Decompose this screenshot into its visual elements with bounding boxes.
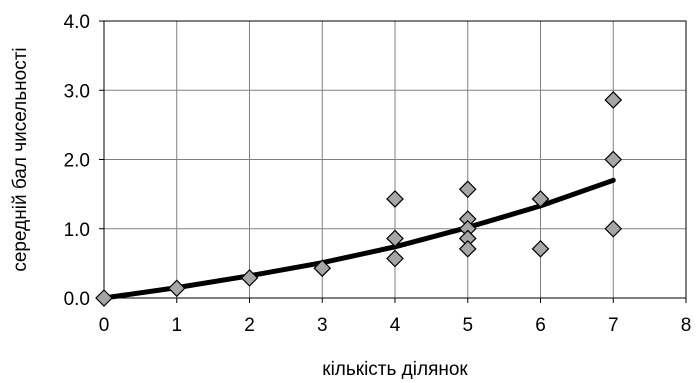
y-tick-label: 3.0 [64,81,90,102]
data-point-diamond [458,180,477,199]
data-point-diamond [531,190,550,208]
data-point-diamond [386,190,404,208]
y-axis-ticks: 0.0 1.0 2.0 3.0 4.0 [64,12,104,310]
data-point-diamond [313,259,332,278]
x-tick-label: 5 [462,315,473,336]
data-point-diamond [167,279,186,298]
trendline [101,177,616,301]
y-axis-title: середній бал чисельності [10,47,31,271]
x-tick-label: 8 [681,315,692,336]
x-tick-label: 6 [535,315,546,336]
x-tick-label: 2 [244,315,255,336]
data-point-diamond [604,91,623,109]
data-point-diamond [386,249,404,268]
y-tick-label: 4.0 [64,12,90,33]
data-point-diamond [531,239,550,258]
x-tick-label: 4 [390,315,401,336]
x-tick-label: 7 [608,315,619,336]
data-point-diamond [604,150,623,169]
data-point-diamond [604,219,623,238]
y-tick-label: 0.0 [64,289,90,310]
x-tick-label: 3 [317,315,328,336]
x-tick-label: 0 [99,315,110,336]
y-tick-label: 2.0 [64,151,90,172]
data-point-diamond [95,289,113,307]
data-points [95,91,623,307]
x-tick-label: 1 [171,315,182,336]
y-tick-label: 1.0 [64,220,90,241]
data-point-diamond [386,229,404,248]
x-axis-ticks: 0 1 2 3 4 5 6 7 8 [99,298,692,336]
x-axis-title: кількість ділянок [322,359,468,380]
data-point-diamond [240,269,259,287]
data-point-diamond [458,239,477,258]
